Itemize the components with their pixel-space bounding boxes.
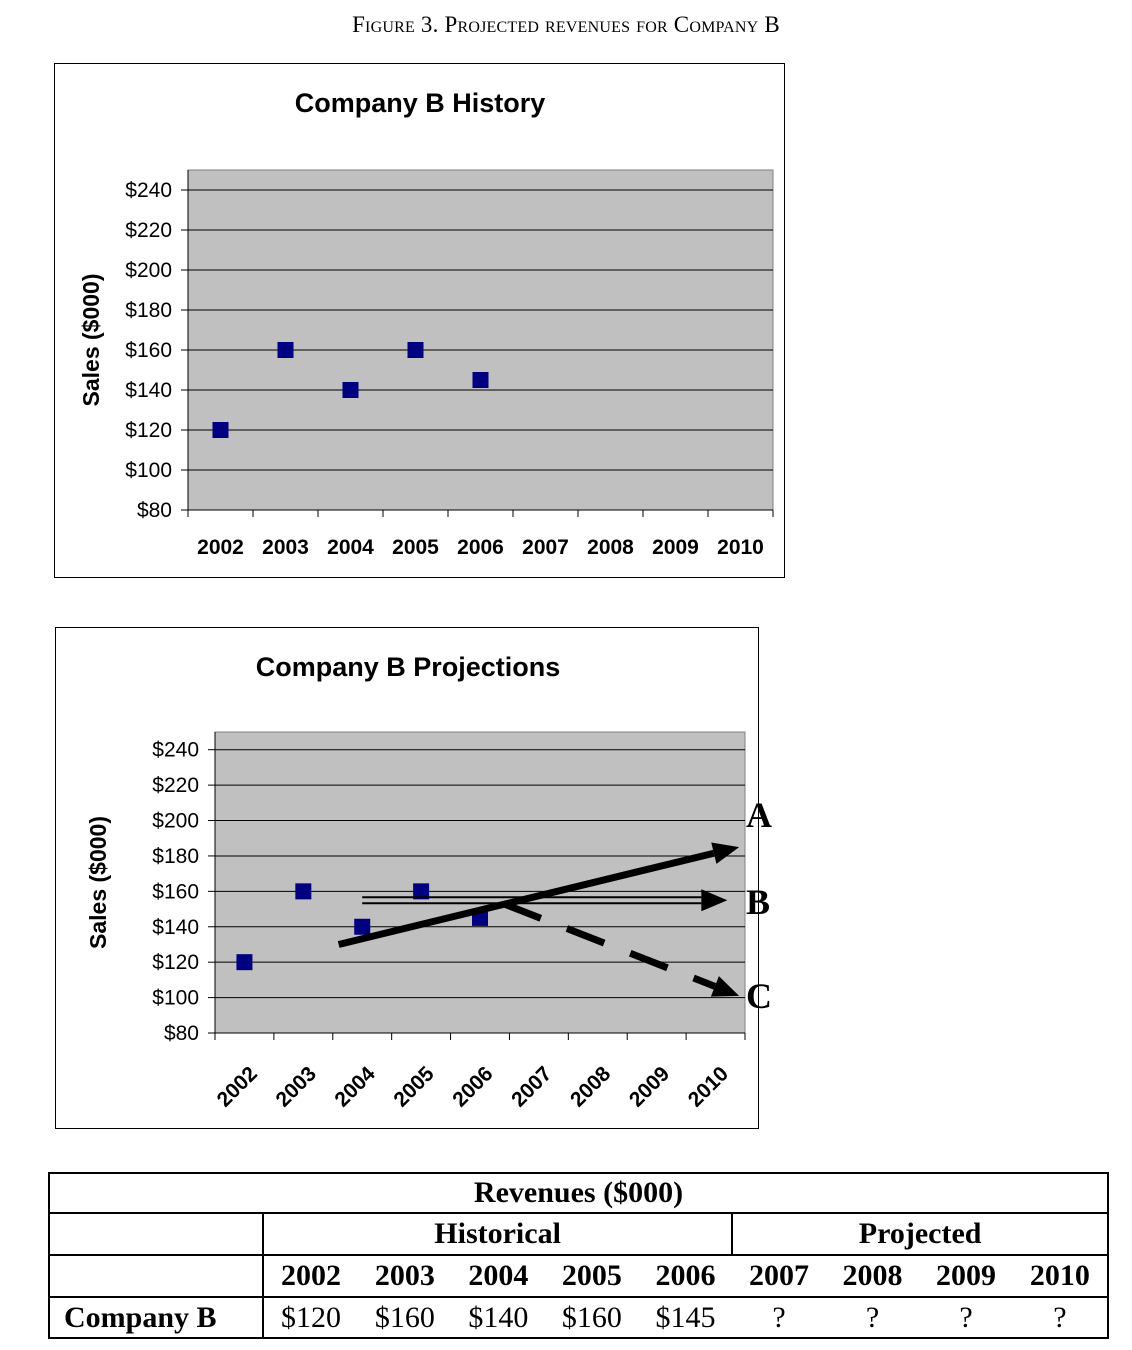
- projections-chart: Company B Projections Sales ($000) $80 $100…: [55, 627, 772, 1129]
- value-cell-2006: $145: [638, 1296, 733, 1339]
- x-tick-label: 2003: [262, 536, 309, 559]
- y-tick-label: $100: [125, 459, 172, 482]
- value-cell-2008: ?: [825, 1296, 920, 1339]
- x-tick-label: 2004: [327, 536, 374, 559]
- x-tick-label: 2006: [448, 1062, 497, 1111]
- year-header-2007: 2007: [732, 1254, 826, 1298]
- arrow-label-A: A: [746, 795, 772, 835]
- group-historical: Historical: [261, 1212, 734, 1256]
- data-point-2002: [236, 954, 253, 971]
- arrow-B: [362, 889, 728, 912]
- table-row: Company B $120 $160 $140 $160 $145????: [48, 1296, 1110, 1339]
- x-tick-label: 2009: [625, 1062, 674, 1111]
- data-point-2004: [354, 918, 371, 935]
- y-axis-label: Sales ($000): [85, 816, 111, 949]
- row-label: Company B: [48, 1296, 264, 1339]
- year-header-2002: 2002: [261, 1254, 359, 1298]
- value-cell-2005: $160: [545, 1296, 639, 1339]
- x-tick-label: 2010: [684, 1062, 733, 1111]
- data-point-2003: [295, 883, 312, 900]
- arrow-A: [337, 842, 740, 948]
- value-cell-2002: $120: [261, 1296, 359, 1339]
- y-tick-label: $140: [125, 379, 172, 402]
- data-point-2005: [407, 342, 424, 358]
- x-tick-label: 2002: [197, 536, 244, 559]
- x-tick-label: 2004: [330, 1062, 380, 1112]
- value-cell-2007: ?: [732, 1296, 826, 1339]
- year-header-2010: 2010: [1012, 1254, 1110, 1298]
- revenues-table: Revenues ($000) Historical Projected 200…: [48, 1172, 1110, 1339]
- data-point-2003: [277, 342, 294, 358]
- y-tick-label: $140: [152, 916, 199, 939]
- plot-area: [187, 169, 774, 511]
- figure-title: Figure 3. Projected revenues for Company…: [352, 12, 780, 37]
- x-tick-label: 2008: [587, 536, 634, 559]
- year-header-2008: 2008: [825, 1254, 920, 1298]
- arrow-shaft: [337, 849, 715, 948]
- data-point-2002: [212, 422, 229, 438]
- y-tick-label: $160: [125, 339, 172, 362]
- y-tick-label: $120: [125, 419, 172, 442]
- y-tick-label: $80: [164, 1022, 199, 1045]
- y-tick-label: $160: [152, 880, 199, 903]
- chart-title: Company B Projections: [256, 652, 561, 682]
- data-point-2004: [342, 382, 359, 398]
- table-empty-cell: [48, 1254, 264, 1298]
- year-header-2009: 2009: [919, 1254, 1013, 1298]
- value-cell-2009: ?: [919, 1296, 1013, 1339]
- table-title: Revenues ($000): [48, 1172, 1109, 1214]
- value-cell-2010: ?: [1012, 1296, 1110, 1339]
- year-header-2005: 2005: [545, 1254, 639, 1298]
- year-header-2003: 2003: [358, 1254, 452, 1298]
- y-tick-label: $180: [152, 845, 199, 868]
- x-tick-label: 2007: [522, 536, 569, 559]
- history-chart-svg: Company B History Sales ($000) $80 $100 $120…: [78, 88, 774, 559]
- year-header-row: 2002 2003 2004 2005 2006 2007 2008 2009 2010: [48, 1254, 1110, 1298]
- x-tick-label: 2005: [389, 1062, 439, 1112]
- year-header-2004: 2004: [451, 1254, 546, 1298]
- year-header-2006: 2006: [638, 1254, 733, 1298]
- value-cell-2004: $140: [451, 1296, 546, 1339]
- chart-title: Company B History: [295, 88, 546, 118]
- x-tick-label: 2010: [717, 536, 764, 559]
- data-point-2005: [413, 883, 430, 900]
- arrow-head: [710, 976, 740, 997]
- data-point-2006: [472, 372, 489, 388]
- x-tick-label: 2008: [566, 1062, 616, 1112]
- value-cell-2003: $160: [358, 1296, 452, 1339]
- y-tick-label: $100: [152, 987, 199, 1010]
- y-tick-label: $200: [152, 810, 199, 833]
- arrow-head: [711, 842, 740, 864]
- x-tick-label: 2005: [392, 536, 439, 559]
- arrow-head: [701, 889, 728, 912]
- y-tick-label: $200: [125, 259, 172, 282]
- arrow-label-C: C: [746, 976, 772, 1016]
- y-tick-label: $180: [125, 299, 172, 322]
- x-tick-label: 2003: [272, 1062, 321, 1111]
- x-tick-label: 2007: [507, 1062, 556, 1111]
- y-tick-label: $220: [125, 219, 172, 242]
- arrow-C: [502, 900, 740, 997]
- arrow-shaft: [502, 900, 717, 990]
- y-tick-label: $220: [152, 774, 199, 797]
- plot-area: [214, 731, 746, 1034]
- x-tick-label: 2006: [457, 536, 504, 559]
- y-tick-label: $240: [152, 739, 199, 762]
- y-tick-label: $120: [152, 951, 199, 974]
- x-tick-label: 2002: [213, 1062, 262, 1111]
- projections-chart-svg: Company B Projections Sales ($000) $80 $100…: [85, 652, 772, 1112]
- history-chart: Company B History Sales ($000) $80 $100 $120…: [54, 63, 785, 578]
- table-empty-cell: [48, 1212, 264, 1256]
- group-projected: Projected: [731, 1212, 1109, 1256]
- y-tick-label: $80: [137, 499, 172, 522]
- x-tick-label: 2009: [652, 536, 699, 559]
- y-tick-label: $240: [125, 179, 172, 202]
- arrow-label-B: B: [746, 882, 770, 922]
- y-axis-label: Sales ($000): [78, 274, 104, 407]
